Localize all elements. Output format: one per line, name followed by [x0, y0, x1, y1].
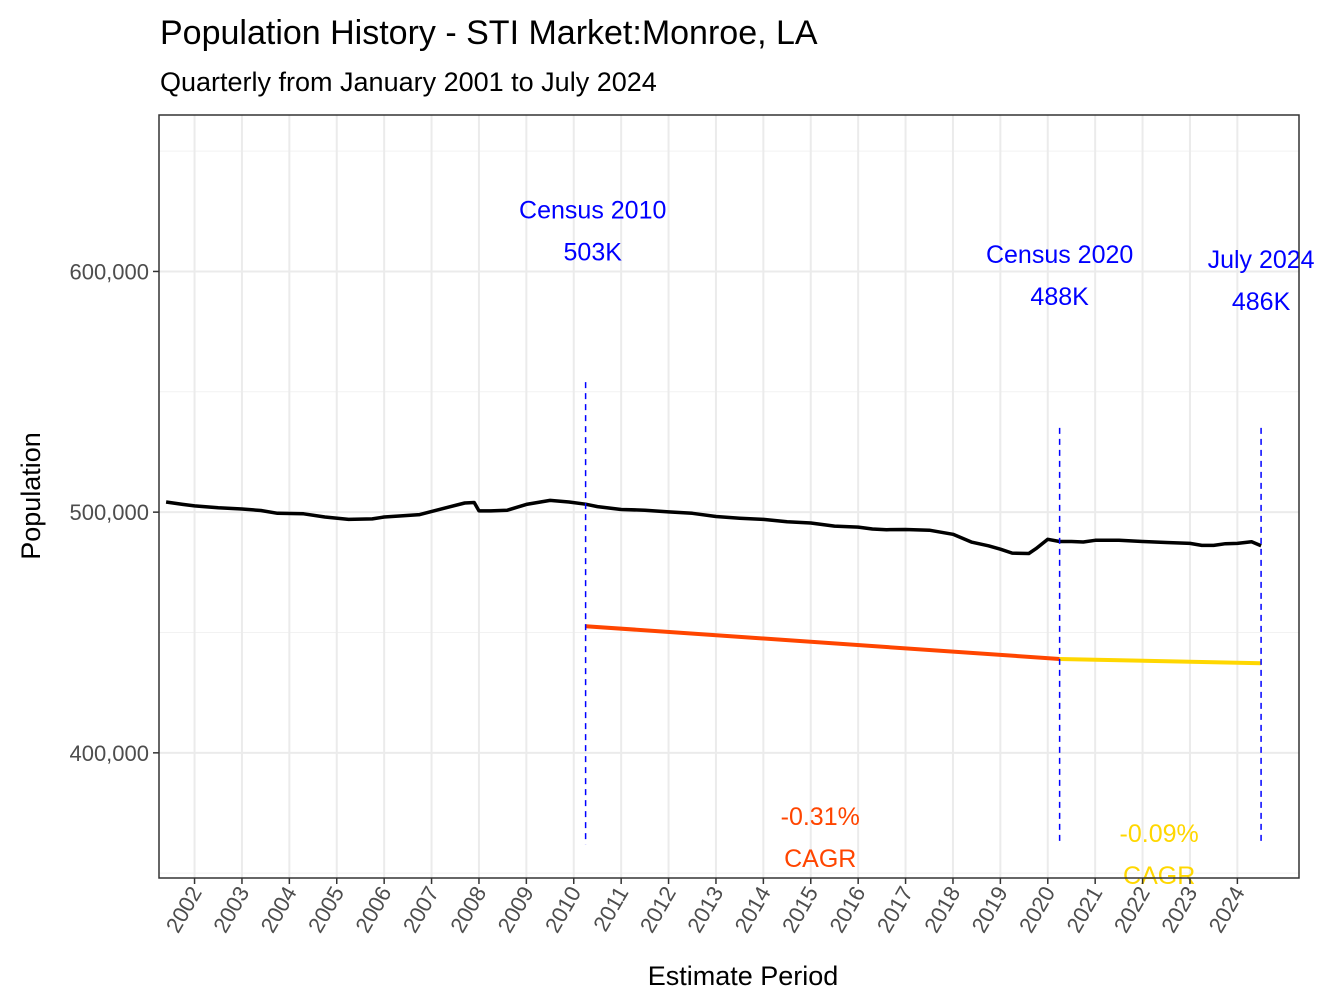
- x-tick-label: 2018: [919, 882, 965, 937]
- y-tick-label: 400,000: [69, 741, 149, 766]
- annotation-line2: 503K: [564, 238, 623, 266]
- plot-panel-border: [158, 114, 1300, 879]
- x-tick-label: 2021: [1061, 882, 1107, 937]
- series-line-3: [1059, 657, 1262, 666]
- x-tick-label: 2024: [1204, 882, 1250, 937]
- annotation-line2: CAGR: [1123, 862, 1195, 890]
- grid-minor: [159, 150, 1299, 874]
- x-tick-label: 2004: [256, 882, 302, 937]
- y-axis-title: Population: [16, 432, 46, 560]
- annotation-line1: -0.09%: [1120, 820, 1199, 848]
- x-tick-label: 2017: [872, 882, 918, 937]
- x-tick-label: 2008: [445, 882, 491, 937]
- annotation-line2: 488K: [1030, 283, 1089, 311]
- chart-subtitle: Quarterly from January 2001 to July 2024: [160, 67, 657, 97]
- annotation-line1: -0.31%: [781, 803, 860, 831]
- grid-major: [159, 115, 1299, 878]
- annotation-line2: 486K: [1232, 288, 1291, 316]
- chart-title: Population History - STI Market:Monroe, …: [160, 14, 818, 52]
- x-tick-label: 2011: [588, 882, 633, 935]
- x-tick-label: 2003: [208, 882, 254, 937]
- x-tick-label: 2013: [682, 882, 728, 937]
- x-tick-label: 2012: [635, 882, 681, 937]
- x-tick-label: 2009: [493, 882, 539, 937]
- x-tick-label: 2006: [350, 882, 396, 937]
- x-tick-label: 2022: [1109, 882, 1155, 937]
- x-axis-title: Estimate Period: [648, 961, 839, 991]
- x-tick-label: 2005: [303, 882, 349, 937]
- x-tick-label: 2015: [777, 882, 823, 937]
- series-line-1: [165, 498, 1262, 556]
- y-tick-label: 500,000: [69, 500, 149, 525]
- x-tick-label: 2023: [1156, 882, 1202, 937]
- y-axis: 400,000 500,000 600,000: [69, 259, 159, 766]
- annotations: Census 2010 503K Census 2020 488K July 2024 4…: [519, 196, 1315, 889]
- x-tick-label: 2020: [1014, 882, 1060, 937]
- x-tick-label: 2002: [161, 882, 207, 937]
- x-tick-label: 2014: [730, 882, 776, 937]
- annotation-line1: Census 2020: [986, 241, 1133, 269]
- x-tick-label: 2016: [824, 882, 870, 937]
- x-tick-label: 2019: [967, 882, 1013, 937]
- y-tick-label: 600,000: [69, 259, 149, 284]
- annotation-line2: CAGR: [784, 845, 856, 873]
- census-lines: [584, 382, 1262, 845]
- x-tick-label: 2010: [540, 882, 586, 937]
- x-tick-label: 2007: [398, 882, 444, 937]
- annotation-line1: Census 2010: [519, 196, 666, 224]
- series-line-2: [585, 624, 1060, 661]
- series-layer: [165, 498, 1262, 666]
- annotation-line1: July 2024: [1208, 246, 1315, 274]
- x-axis: 2002 2003 2004 2005 2006 2007 2008 2009 2010 2011…: [161, 878, 1250, 937]
